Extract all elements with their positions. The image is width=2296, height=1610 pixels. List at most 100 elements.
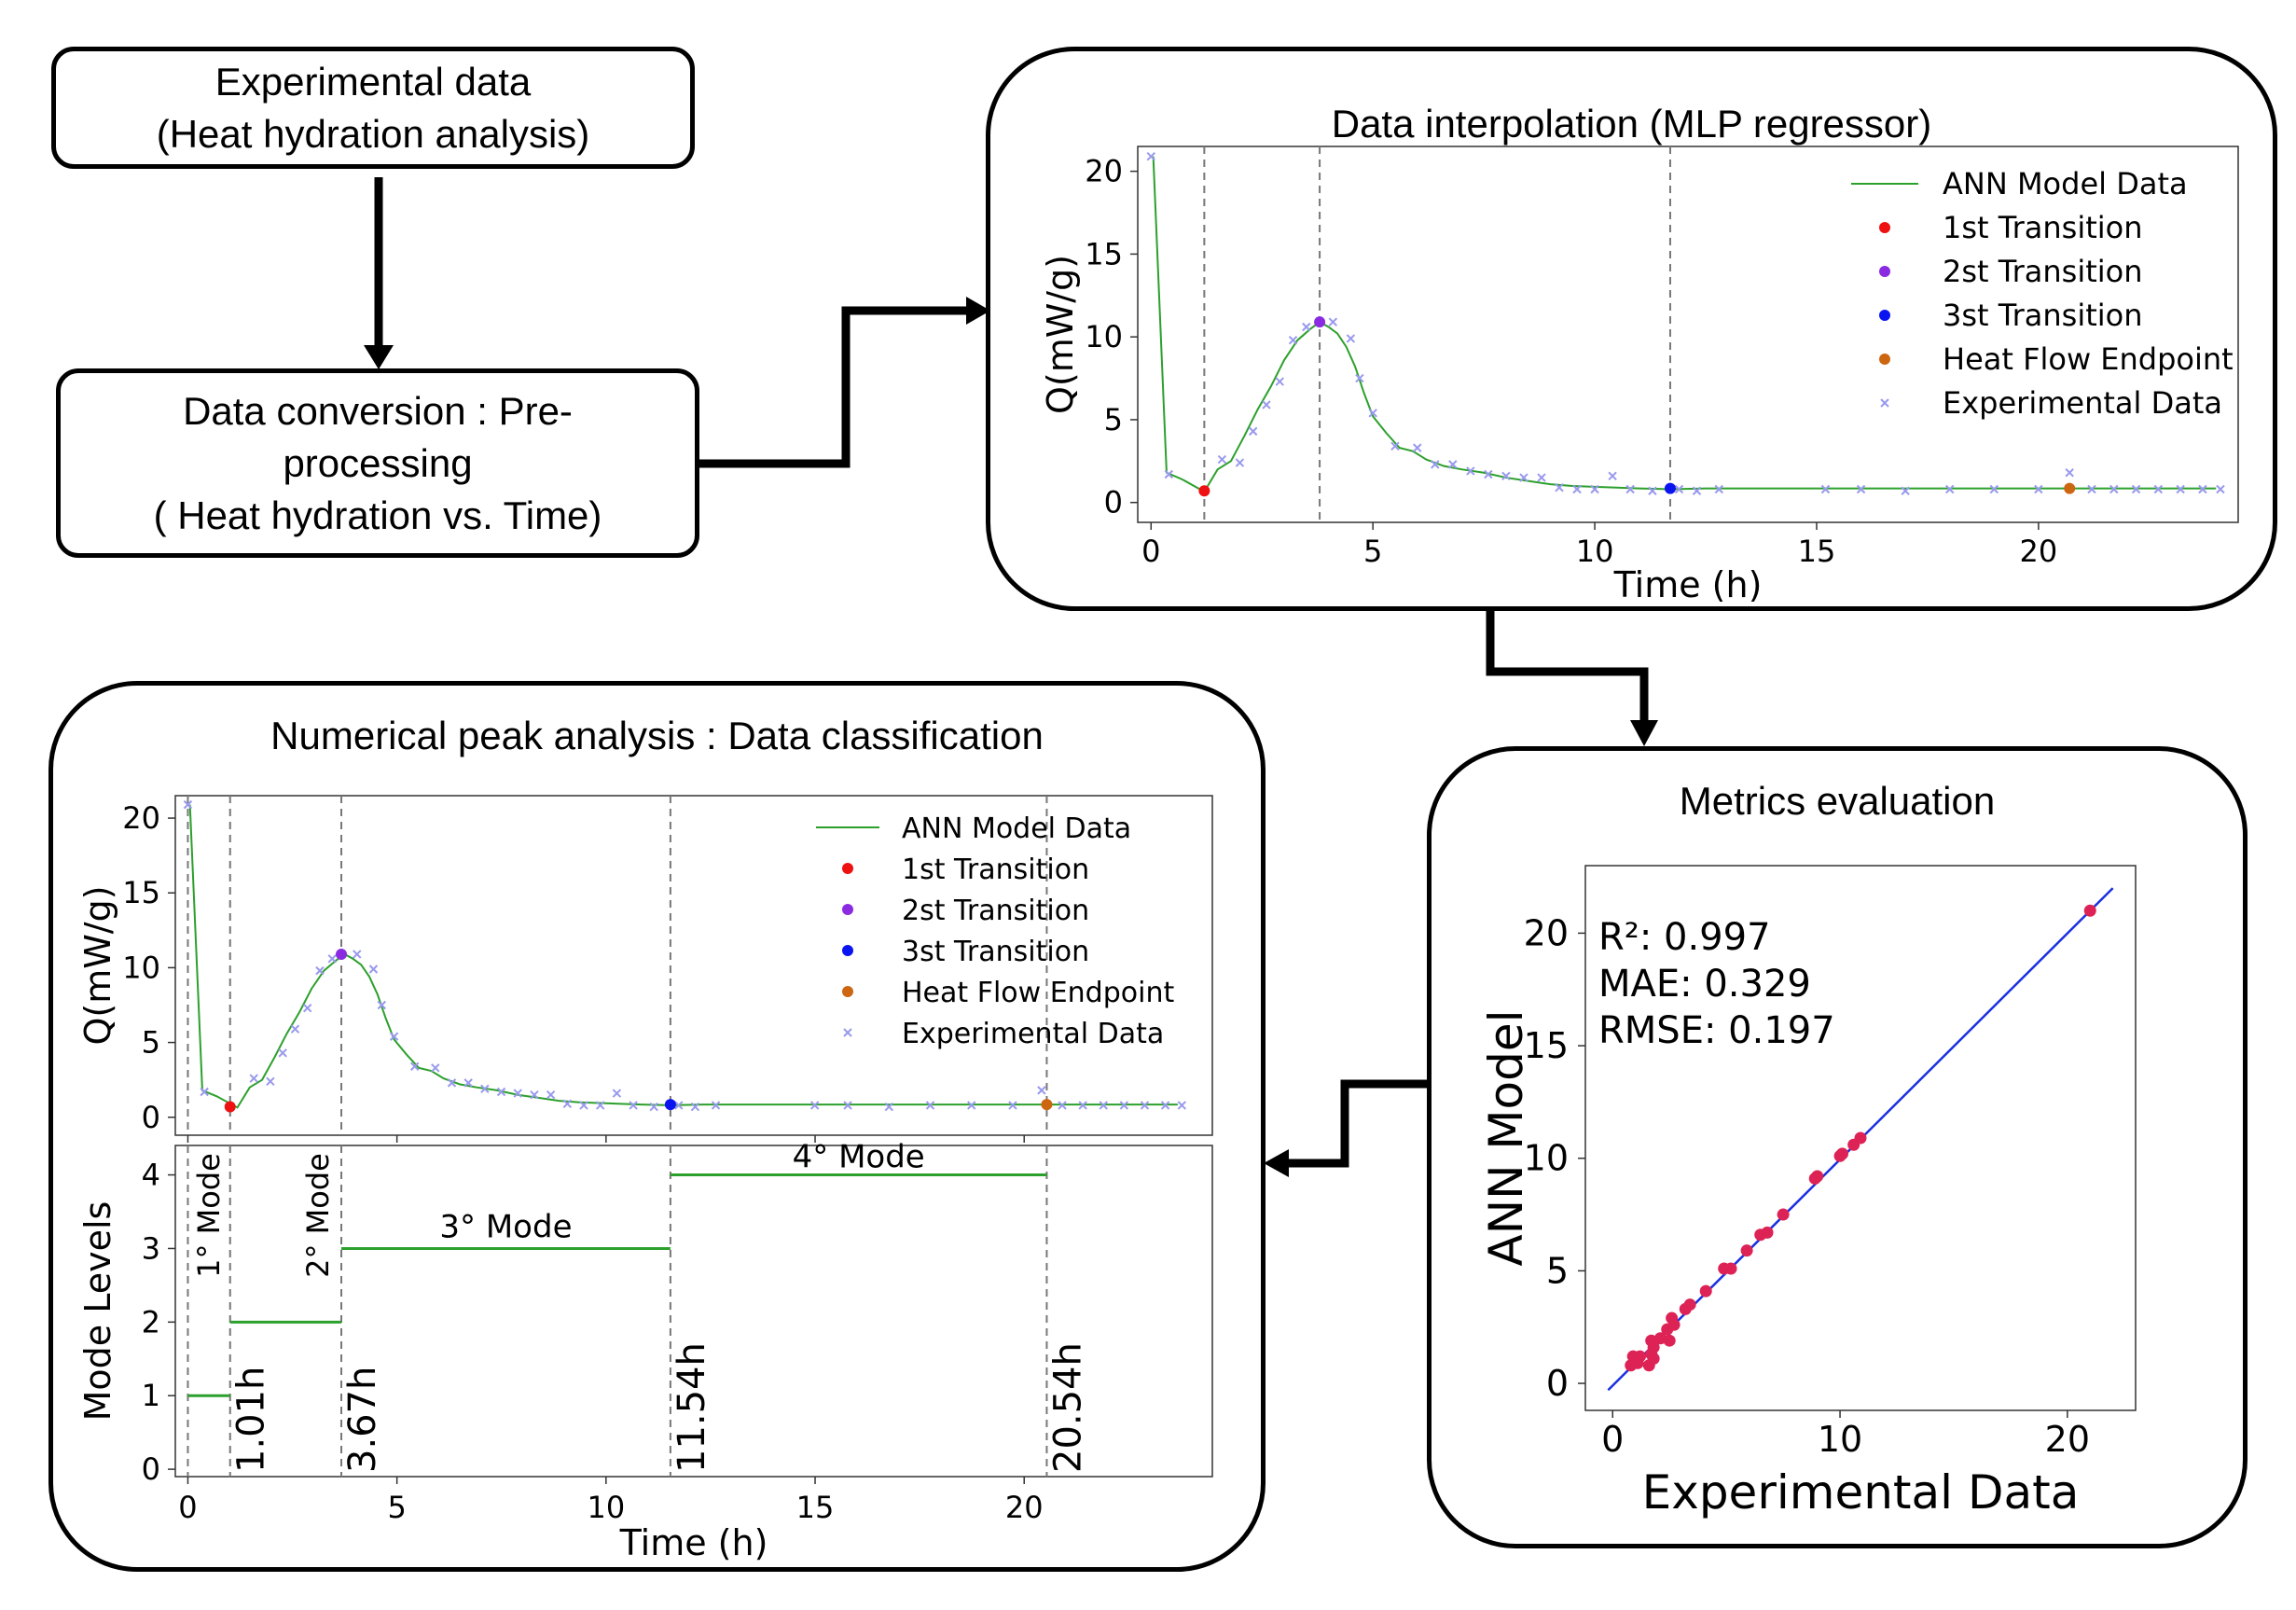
experimental-point [1555, 483, 1564, 493]
experimental-point [1288, 336, 1298, 345]
x-tick-label: 10 [587, 1490, 625, 1525]
mode-label: 1° Mode [191, 1153, 227, 1278]
data-conversion-line2: processing [283, 440, 473, 485]
arrowhead-right-1 [966, 297, 990, 325]
experimental-point [1119, 1101, 1129, 1110]
experimental-point [1390, 441, 1400, 451]
data-conversion-box: Data conversion : Pre- processing ( Heat… [56, 368, 699, 558]
peak-analysis-panel: Numerical peak analysis : Data classific… [48, 681, 1266, 1572]
legend-transition-label: 2st Transition [1943, 254, 2143, 289]
experimental-point [595, 1101, 605, 1110]
experimental-point [183, 799, 193, 810]
experimental-point [612, 1089, 622, 1098]
legend-transition-label: Heat Flow Endpoint [1943, 341, 2234, 377]
legend-model-label: ANN Model Data [1943, 166, 2188, 201]
experimental-point [2131, 484, 2141, 494]
scatter-point [1647, 1352, 1660, 1365]
y-tick-label: 0 [1104, 485, 1123, 520]
y-tick-label: 10 [122, 950, 160, 985]
data-conversion-line1: Data conversion : Pre- [183, 388, 573, 433]
experimental-point [1537, 473, 1546, 482]
experimental-point [2153, 484, 2164, 494]
legend-experimental-swatch [843, 1028, 852, 1037]
legend-transition-swatch [842, 904, 853, 915]
mode-y-tick-label: 1 [142, 1378, 160, 1413]
bottom-plot-frame [174, 1145, 1213, 1478]
experimental-point [530, 1090, 539, 1100]
x-tick-label: 0 [1141, 534, 1160, 569]
mode-y-tick-label: 3 [142, 1230, 160, 1266]
experimental-point [1674, 484, 1684, 494]
transition-point [224, 1101, 236, 1113]
arrowhead-down-1 [364, 345, 394, 369]
experimental-point [629, 1101, 638, 1110]
experimental-point [1140, 1101, 1150, 1110]
data-conversion-line3: ( Heat hydration vs. Time) [153, 493, 602, 537]
experimental-point [1275, 377, 1284, 386]
metric-annotation: MAE: 0.329 [1598, 963, 1811, 1006]
experimental-data-line1: Experimental data [214, 59, 532, 104]
arrow-conversion-to-interp [699, 306, 970, 468]
model-line [1152, 156, 2217, 493]
mode-label: 2° Mode [300, 1153, 336, 1278]
experimental-point [1431, 460, 1440, 469]
experimental-point [1328, 317, 1338, 326]
interpolation-chart: 0 5 10 15 20 0 5 10 15 20 Time (h) Q(mW/g) ANN Model… [1040, 146, 2239, 602]
y-tick-label: 20 [122, 800, 160, 836]
experimental-point [327, 954, 337, 964]
x-axis-label: Experimental Data [1642, 1465, 2080, 1520]
x-tick-label: 15 [796, 1490, 835, 1525]
arrowhead-left-1 [1264, 1149, 1289, 1177]
y-tick-label: 0 [1546, 1363, 1569, 1404]
experimental-point [496, 1087, 506, 1097]
boundary-time-label: 3.67h [341, 1367, 384, 1473]
experimental-point [1714, 484, 1724, 494]
mode-y-tick-label: 2 [142, 1304, 160, 1339]
experimental-point [1820, 484, 1831, 494]
experimental-point [353, 950, 362, 959]
experimental-point [1164, 469, 1174, 479]
experimental-point [2109, 484, 2119, 494]
transition-point [1664, 482, 1676, 494]
experimental-point [843, 1101, 852, 1110]
experimental-point [513, 1089, 522, 1098]
experimental-point [2216, 484, 2225, 494]
peak-analysis-title: Numerical peak analysis : Data classific… [270, 714, 1044, 757]
y-tick-label: 10 [1524, 1138, 1569, 1179]
experimental-point [1249, 426, 1258, 437]
transition-point [2064, 482, 2076, 494]
scatter-point [2083, 904, 2096, 917]
x-tick-label: 20 [2020, 534, 2058, 569]
model-line [188, 804, 1178, 1109]
y-tick-label: 5 [142, 1025, 160, 1061]
scatter-point [1653, 1332, 1667, 1345]
experimental-point [1262, 400, 1271, 409]
experimental-point [1648, 486, 1657, 495]
experimental-point [884, 1102, 893, 1112]
experimental-data-box: Experimental data (Heat hydration analys… [51, 47, 695, 169]
legend-transition-swatch [842, 863, 853, 874]
experimental-point [1692, 486, 1702, 495]
experimental-point [1590, 484, 1599, 494]
experimental-point [409, 1062, 420, 1071]
y-tick-label: 0 [142, 1100, 160, 1135]
x-tick-label: 10 [1818, 1419, 1862, 1460]
transition-point [1041, 1099, 1053, 1111]
x-tick-label: 0 [178, 1490, 197, 1525]
scatter-point [1811, 1170, 1824, 1183]
experimental-point [389, 1032, 399, 1041]
experimental-point [2176, 484, 2185, 494]
scatter-point [1647, 1340, 1660, 1353]
metrics-title: Metrics evaluation [1679, 779, 1996, 823]
experimental-point [1235, 458, 1245, 467]
x-tick-label: 5 [1363, 534, 1382, 569]
metric-annotation: RMSE: 0.197 [1598, 1009, 1835, 1052]
x-tick-label: 10 [1576, 534, 1614, 569]
legend-transition-swatch [842, 945, 853, 956]
experimental-point [1466, 466, 1475, 476]
experimental-point [579, 1101, 588, 1110]
y-tick-label: 10 [1085, 319, 1123, 354]
scatter-point [1699, 1284, 1712, 1298]
scatter-point [1663, 1334, 1676, 1347]
